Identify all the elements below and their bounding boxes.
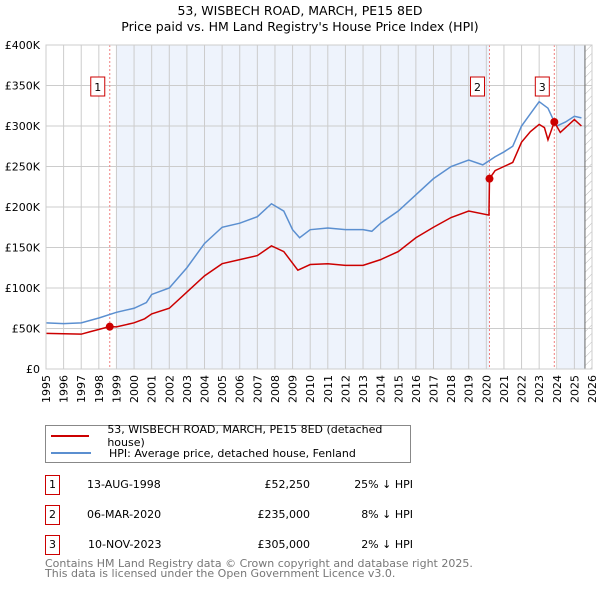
sale-hpi-diff: 8% ↓ HPI: [361, 508, 413, 521]
y-tick-label: £200K: [5, 201, 41, 214]
x-tick-label: 2017: [427, 375, 440, 403]
sale-marker-label: 1: [94, 81, 101, 94]
x-tick-label: 2008: [269, 375, 282, 403]
x-tick-label: 2009: [287, 375, 300, 403]
sale-hpi-diff: 2% ↓ HPI: [361, 538, 413, 551]
sale-price: £235,000: [257, 508, 311, 521]
y-tick-label: £300K: [5, 120, 41, 133]
sale-date: 10-NOV-2023: [88, 538, 162, 551]
x-tick-label: 2024: [551, 375, 564, 403]
legend-label-property: 53, WISBECH ROAD, MARCH, PE15 8ED (detac…: [107, 423, 383, 449]
x-tick-label: 2023: [533, 375, 546, 403]
footer-copyright: Contains HM Land Registry data © Crown c…: [45, 557, 473, 570]
x-tick-label: 2021: [498, 375, 511, 403]
x-tick-label: 2019: [463, 375, 476, 403]
sale-marker-box: [534, 76, 550, 97]
sale-point: [550, 117, 559, 126]
legend: 53, WISBECH ROAD, MARCH, PE15 8ED (detac…: [45, 423, 411, 463]
x-tick-label: 1999: [110, 375, 123, 403]
sale-price: £52,250: [264, 478, 311, 491]
x-tick-label: 2026: [586, 375, 599, 403]
x-tick-label: 2000: [128, 375, 141, 403]
x-tick-label: 1997: [75, 375, 88, 403]
footer-licence: This data is licensed under the Open Gov…: [45, 567, 396, 580]
sale-row: 2 06-MAR-2020 £235,000 8% ↓ HPI: [45, 505, 445, 525]
x-tick-label: 1996: [58, 375, 71, 403]
sale-point: [485, 174, 494, 183]
price-paid-line: [45, 118, 582, 335]
plot-area: 1995 1996 1997 1998 1999 2000 2001 2002 2003 2004…: [5, 39, 599, 403]
x-tick-label: 2015: [392, 375, 405, 403]
x-tick-label: 2025: [568, 375, 581, 403]
x-tick-label: 2010: [304, 375, 317, 403]
x-tick-label: 2014: [375, 375, 388, 403]
sale-marker-label: 3: [539, 81, 546, 94]
sale-marker-box: [469, 76, 485, 97]
sale-marker-label: 1: [45, 475, 60, 495]
sale-hpi-diff: 25% ↓ HPI: [354, 478, 413, 491]
sale-marker-label: 3: [45, 535, 60, 555]
legend-swatch-hpi: [51, 452, 91, 454]
y-tick-label: £250K: [5, 161, 41, 174]
chart-subtitle: Price paid vs. HM Land Registry's House …: [121, 19, 479, 34]
sale-marker-label: 2: [45, 505, 60, 525]
y-tick-label: £50K: [12, 323, 41, 336]
x-tick-label: 2016: [410, 375, 423, 403]
x-tick-label: 2012: [339, 375, 352, 403]
sale-price: £305,000: [257, 538, 311, 551]
hpi-line: [45, 100, 582, 325]
x-tick-label: 1995: [40, 375, 53, 403]
x-tick-label: 2007: [251, 375, 264, 403]
y-tick-label: £100K: [5, 282, 41, 295]
x-tick-label: 2011: [322, 375, 335, 403]
x-tick-label: 2004: [199, 375, 212, 403]
sale-row: 3 10-NOV-2023 £305,000 2% ↓ HPI: [45, 535, 445, 555]
x-tick-label: 2003: [181, 375, 194, 403]
y-tick-label: £350K: [5, 80, 41, 93]
chart-title: 53, WISBECH ROAD, MARCH, PE15 8ED: [177, 3, 423, 18]
y-tick-label: £0: [26, 363, 40, 376]
plot-border: [45, 44, 593, 370]
x-tick-label: 2002: [163, 375, 176, 403]
sale-row: 1 13-AUG-1998 £52,250 25% ↓ HPI: [45, 475, 445, 495]
x-tick-label: 2020: [480, 375, 493, 403]
x-tick-label: 2018: [445, 375, 458, 403]
x-tick-label: 1998: [93, 375, 106, 403]
legend-label-hpi: HPI: Average price, detached house, Fenl…: [109, 446, 356, 460]
legend-swatch-property: [51, 435, 90, 437]
sale-point: [105, 322, 114, 331]
sale-marker-box: [90, 76, 106, 97]
x-tick-label: 2006: [234, 375, 247, 403]
y-tick-label: £150K: [5, 242, 41, 255]
footer: Contains HM Land Registry data © Crown c…: [45, 557, 473, 580]
x-tick-label: 2001: [146, 375, 159, 403]
sale-marker-label: 2: [474, 81, 481, 94]
x-tick-label: 2005: [216, 375, 229, 403]
x-tick-label: 2022: [516, 375, 529, 403]
y-tick-label: £400K: [5, 39, 41, 52]
sale-date: 13-AUG-1998: [87, 478, 161, 491]
sale-date: 06-MAR-2020: [87, 508, 162, 521]
x-tick-label: 2013: [357, 375, 370, 403]
